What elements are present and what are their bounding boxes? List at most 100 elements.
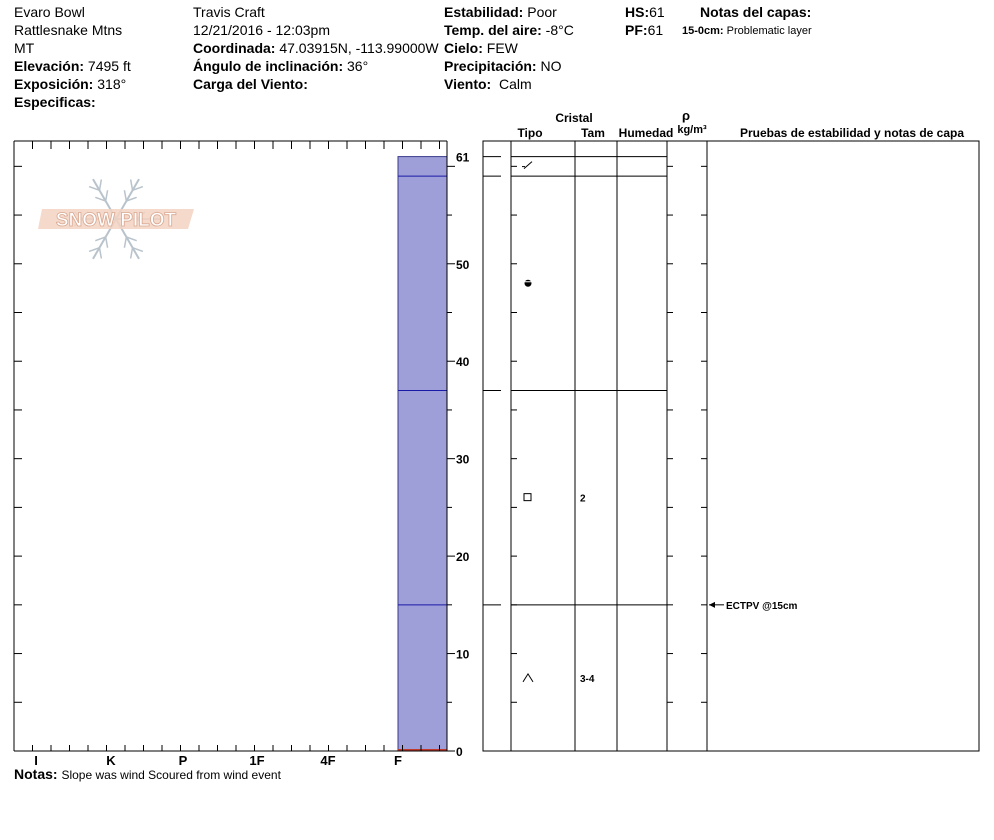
precip-row: Precipitación: NO bbox=[444, 57, 574, 75]
watermark-text: SNOW PILOT bbox=[56, 210, 177, 231]
stability-test-label: ECTPV @15cm bbox=[726, 601, 798, 612]
hs-label: HS: bbox=[625, 4, 650, 20]
cristal-header: Cristal bbox=[555, 111, 592, 125]
aspect-row: Exposición: 318° bbox=[14, 75, 131, 93]
wind-load-row: Carga del Viento: bbox=[193, 75, 439, 93]
grain-faceted-icon bbox=[523, 493, 532, 502]
header-col-3: Estabilidad: Poor Temp. del aire: -8°C C… bbox=[444, 3, 574, 93]
snowflake-branch bbox=[129, 179, 134, 191]
pf-label: PF: bbox=[625, 22, 648, 38]
depth-tick-label: 30 bbox=[456, 453, 470, 467]
precip-value: NO bbox=[540, 58, 562, 74]
snowflake-branch bbox=[88, 185, 100, 192]
notes-label: Notas: bbox=[14, 766, 58, 782]
layer-notes-label: Notas del capas: bbox=[700, 4, 812, 20]
snow-profile-chart: SNOW PILOT I K P 1F 4F F 0 10 20 30 40 50 61 Cristal Ti… bbox=[13, 108, 980, 768]
hardness-tick-label: P bbox=[179, 753, 188, 768]
pf-row: PF:61 bbox=[625, 21, 665, 39]
snowflake-branch bbox=[123, 190, 128, 202]
tests-header: Pruebas de estabilidad y notas de capa bbox=[740, 126, 964, 140]
snowflake-branch bbox=[95, 236, 106, 242]
depth-tick-label: 0 bbox=[456, 745, 463, 759]
hardness-tick-label: 1F bbox=[249, 753, 264, 768]
snowflake-branch bbox=[126, 196, 137, 202]
depth-tick-label: 50 bbox=[456, 258, 470, 272]
snowflake-branch bbox=[132, 185, 144, 192]
hs-value: 61 bbox=[649, 4, 665, 20]
hardness-tick-label: I bbox=[34, 753, 38, 768]
grain-size-label: 2 bbox=[580, 494, 586, 505]
notes-text: Slope was wind Scoured from wind event bbox=[61, 768, 281, 782]
hardness-profile-bar bbox=[397, 156, 448, 752]
air-temp-row: Temp. del aire: -8°C bbox=[444, 21, 574, 39]
elevation-value: 7495 ft bbox=[87, 58, 131, 74]
stability-value: Poor bbox=[527, 4, 557, 20]
layer-note-text: Problematic layer bbox=[726, 25, 812, 37]
rho-unit-header: kg/m³ bbox=[677, 124, 707, 136]
rho-header: ρ bbox=[682, 108, 690, 123]
depth-tick-label: 10 bbox=[456, 648, 470, 662]
depth-tick-label: 20 bbox=[456, 550, 470, 564]
hardness-tick-label: F bbox=[394, 753, 402, 768]
sky-value: FEW bbox=[486, 40, 518, 56]
snowflake-branch bbox=[95, 196, 106, 202]
stability-label: Estabilidad: bbox=[444, 4, 524, 20]
grain-size-label: 3-4 bbox=[580, 674, 595, 685]
wind-label: Viento: bbox=[444, 76, 492, 92]
tipo-header: Tipo bbox=[517, 126, 542, 140]
wind-row: Viento: Calm bbox=[444, 75, 574, 93]
elevation-label: Elevación: bbox=[14, 58, 85, 74]
header-col-4: HS:61 PF:61 bbox=[625, 3, 665, 39]
location: Evaro Bowl bbox=[14, 4, 85, 20]
snowflake-branch bbox=[126, 236, 137, 242]
header-col-2: Travis Craft 12/21/2016 - 12:03pm Coordi… bbox=[193, 3, 439, 93]
datetime: 12/21/2016 - 12:03pm bbox=[193, 22, 330, 38]
snowflake-branch bbox=[98, 247, 103, 259]
snowflake-branch bbox=[123, 236, 128, 248]
grain-depth-hoar-icon bbox=[522, 672, 534, 683]
wind-load-label: Carga del Viento: bbox=[193, 76, 308, 92]
header-col-1: Evaro Bowl Rattlesnake Mtns MT Elevación… bbox=[14, 3, 131, 111]
layer-notes-row: Notas del capas: bbox=[700, 3, 811, 21]
aspect-label: Exposición: bbox=[14, 76, 94, 92]
precip-label: Precipitación: bbox=[444, 58, 537, 74]
air-temp-label: Temp. del aire: bbox=[444, 22, 542, 38]
stability-test-arrowhead bbox=[709, 601, 715, 608]
air-temp-value: -8°C bbox=[545, 22, 574, 38]
hardness-tick-label: 4F bbox=[320, 753, 335, 768]
snowflake-branch bbox=[88, 246, 100, 253]
hardness-tick-label: K bbox=[106, 753, 116, 768]
header-col-5: Notas del capas: bbox=[700, 3, 811, 21]
slope-label: Ángulo de inclinación: bbox=[193, 58, 344, 74]
sky-row: Cielo: FEW bbox=[444, 39, 574, 57]
layer-note-depth: 15-0cm: bbox=[682, 25, 724, 37]
watermark-logo: SNOW PILOT bbox=[38, 178, 194, 260]
observer: Travis Craft bbox=[193, 4, 265, 20]
depth-tick-label: 40 bbox=[456, 355, 470, 369]
snowflake-branch bbox=[98, 179, 103, 191]
slope-row: Ángulo de inclinación: 36° bbox=[193, 57, 439, 75]
wind-value: Calm bbox=[498, 76, 532, 92]
sky-label: Cielo: bbox=[444, 40, 483, 56]
aspect-value: 318° bbox=[97, 76, 127, 92]
coord-value: 47.03915N, -113.99000W bbox=[279, 40, 439, 56]
pf-value: 61 bbox=[647, 22, 664, 38]
specifics-row: Especificas: bbox=[14, 93, 131, 111]
coord-label: Coordinada: bbox=[193, 40, 276, 56]
mountain-range: Rattlesnake Mtns bbox=[14, 22, 123, 38]
snowflake-branch bbox=[129, 247, 134, 259]
specifics-label: Especificas: bbox=[14, 94, 96, 110]
hs-row: HS:61 bbox=[625, 3, 665, 21]
elevation-row: Elevación: 7495 ft bbox=[14, 57, 131, 75]
coord-row: Coordinada: 47.03915N, -113.99000W bbox=[193, 39, 439, 57]
snowflake-branch bbox=[132, 246, 144, 253]
grain-decomposing-icon bbox=[523, 161, 533, 169]
layer-note-line: 15-0cm: Problematic layer bbox=[682, 22, 812, 40]
tam-header: Tam bbox=[581, 126, 605, 140]
slope-value: 36° bbox=[347, 58, 369, 74]
humedad-header: Humedad bbox=[619, 126, 674, 140]
state: MT bbox=[14, 40, 35, 56]
depth-tick-label: 61 bbox=[456, 151, 470, 165]
stability-row: Estabilidad: Poor bbox=[444, 3, 574, 21]
watermark-band bbox=[38, 209, 194, 229]
